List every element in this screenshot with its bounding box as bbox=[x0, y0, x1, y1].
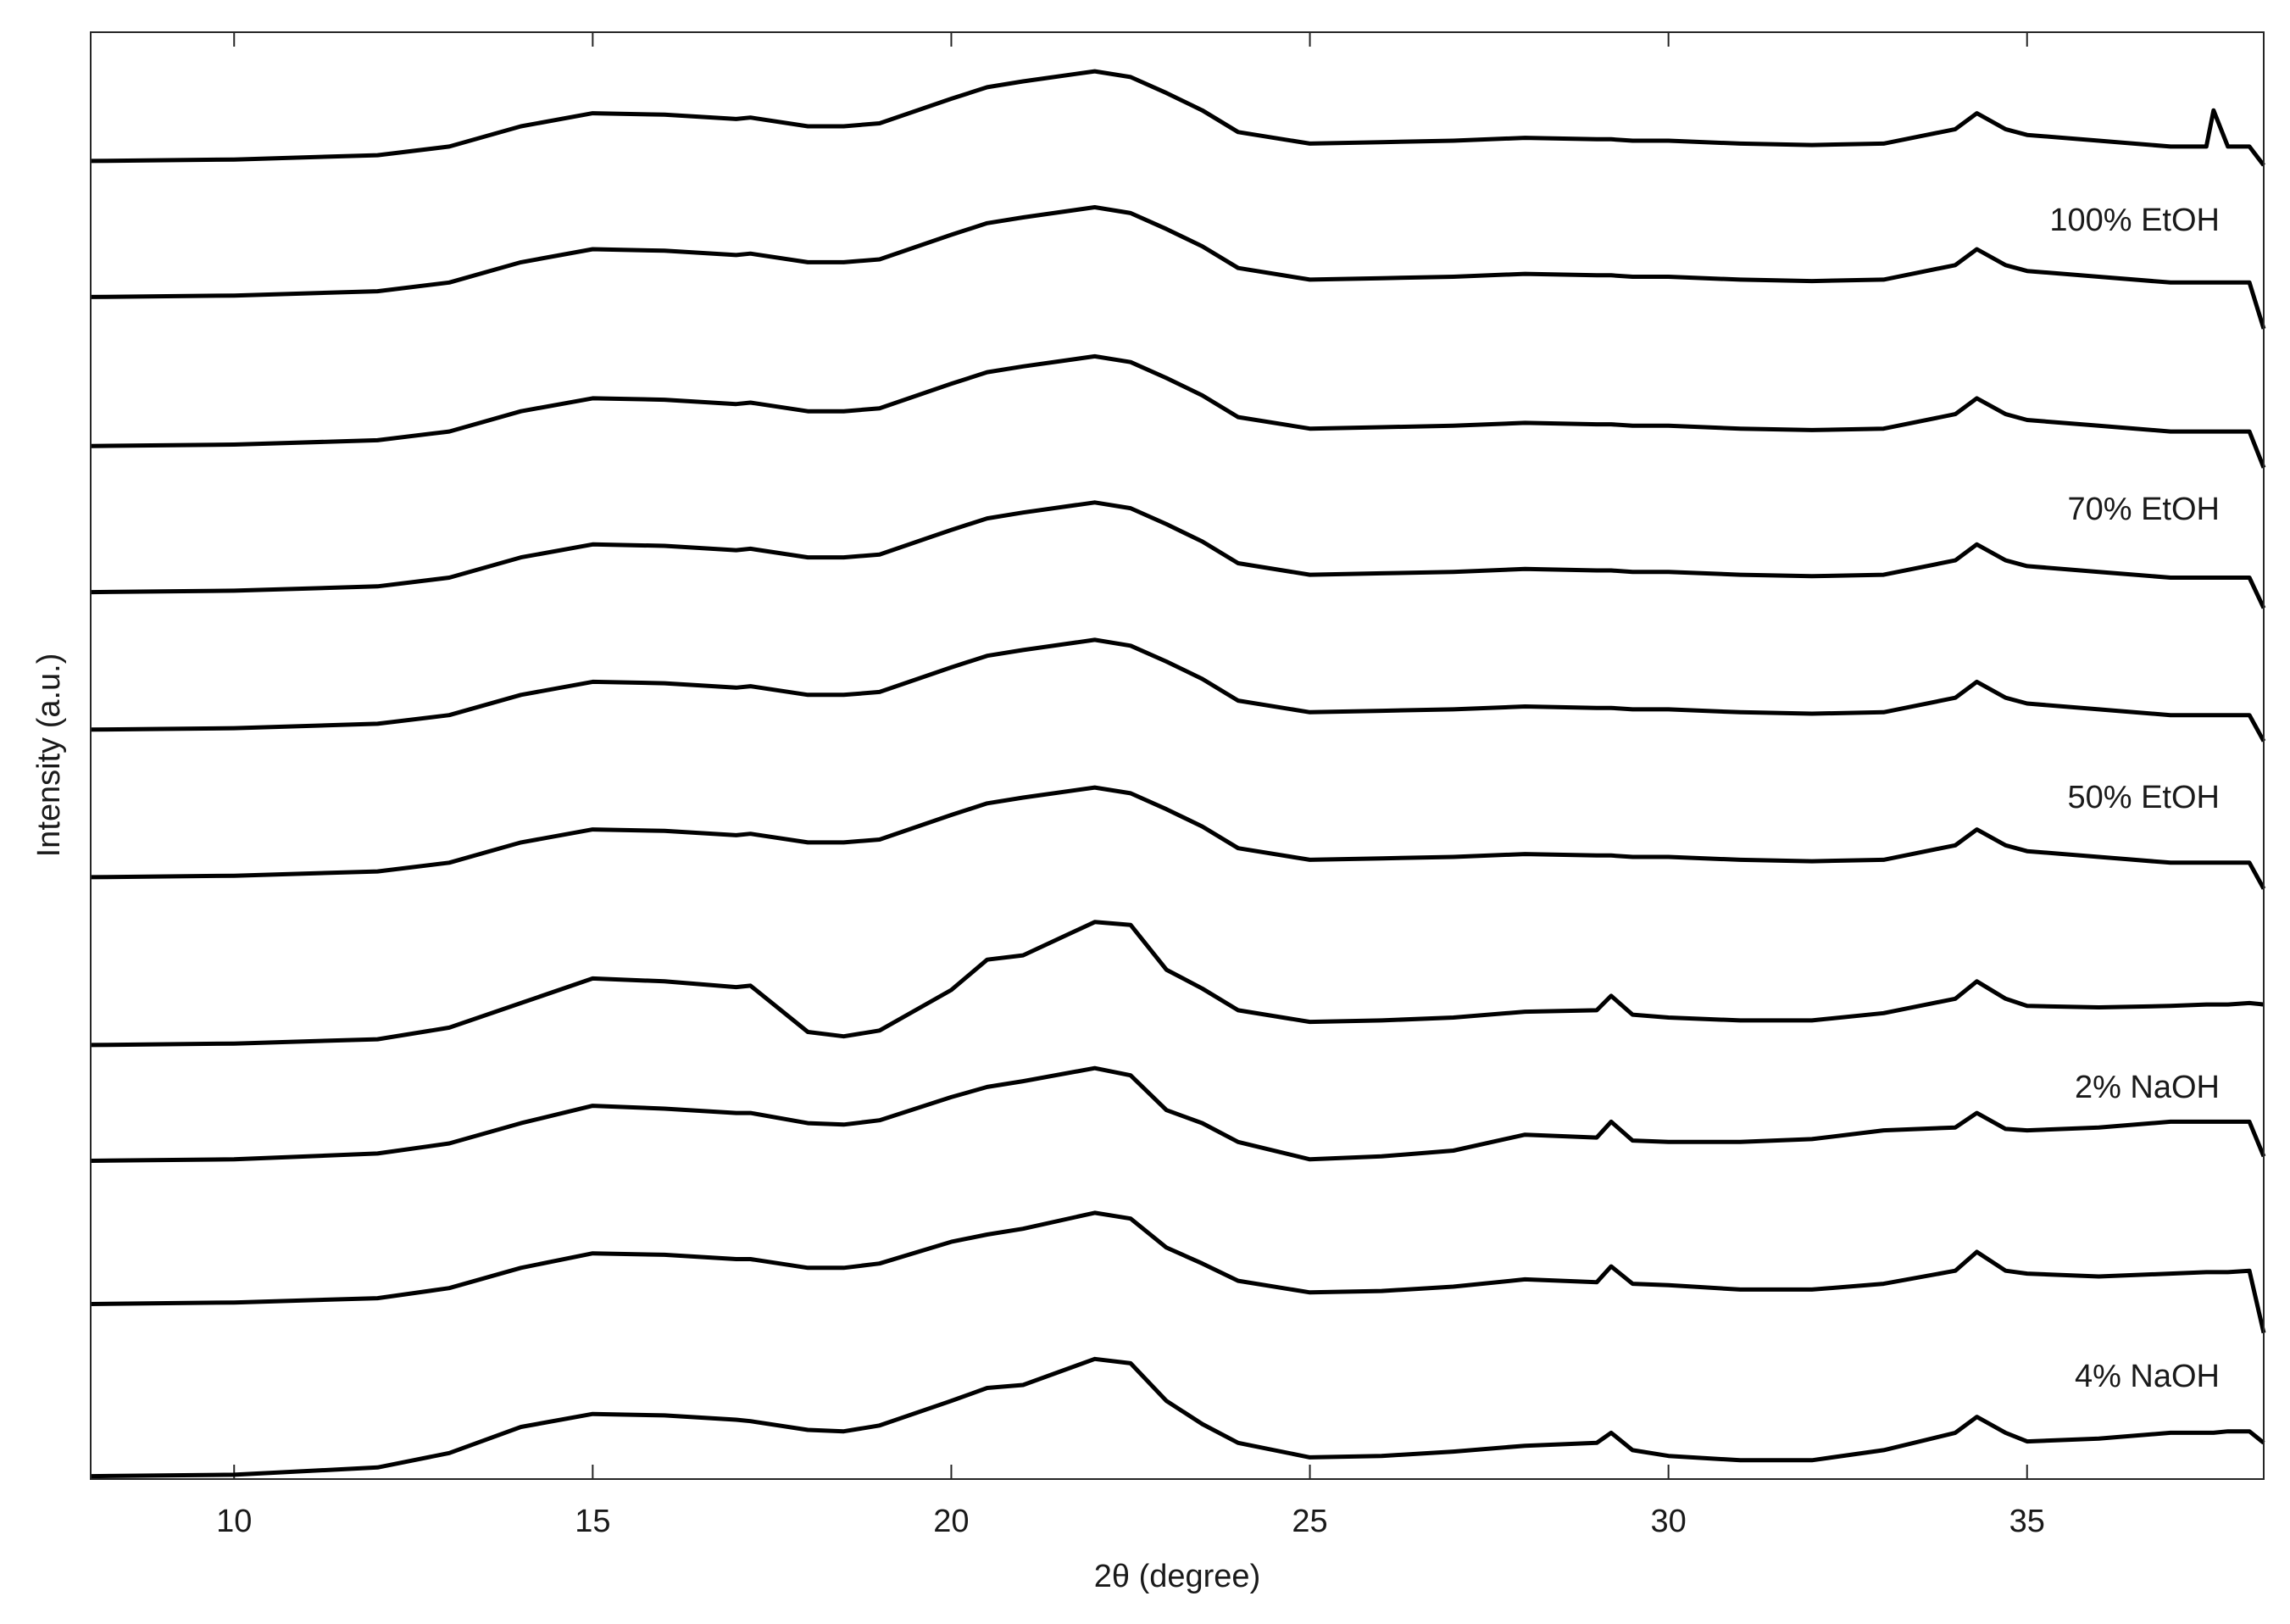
data-line bbox=[90, 785, 2266, 890]
data-line bbox=[90, 69, 2265, 167]
x-tick-label: 30 bbox=[1651, 1504, 1687, 1539]
data-line bbox=[90, 1065, 2266, 1163]
x-tick-label: 10 bbox=[216, 1504, 252, 1539]
annotation: 70% EtOH bbox=[2067, 492, 2220, 527]
x-tick-label: 20 bbox=[933, 1504, 969, 1539]
x-tick-label: 25 bbox=[1292, 1504, 1327, 1539]
data-line bbox=[90, 920, 2265, 1048]
annotation: 2% NaOH bbox=[2075, 1070, 2220, 1105]
annotation: 100% EtOH bbox=[2049, 203, 2220, 238]
annotation: 50% EtOH bbox=[2067, 780, 2220, 815]
plot-frame bbox=[90, 31, 2265, 1480]
x-axis-label: 2θ (degree) bbox=[1094, 1559, 1260, 1594]
data-line bbox=[90, 500, 2266, 609]
data-line bbox=[90, 1356, 2265, 1479]
annotation: 4% NaOH bbox=[2075, 1359, 2220, 1394]
y-axis-label: Intensity (a.u.) bbox=[31, 653, 67, 858]
data-line bbox=[90, 353, 2266, 469]
x-tick-label: 15 bbox=[575, 1504, 610, 1539]
data-line bbox=[90, 205, 2266, 330]
data-line bbox=[90, 1210, 2266, 1334]
x-tick-label: 35 bbox=[2009, 1504, 2045, 1539]
data-line bbox=[90, 637, 2266, 742]
